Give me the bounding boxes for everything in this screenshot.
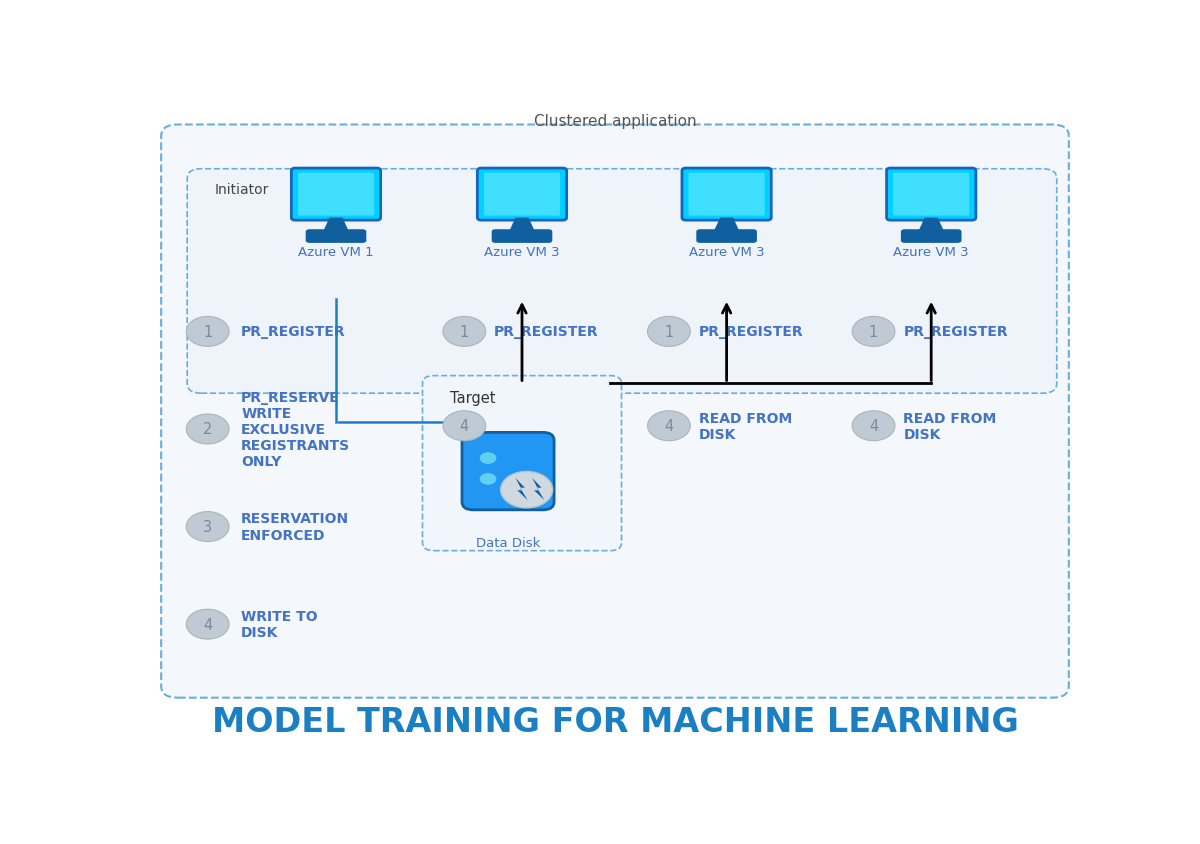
Text: PR_REGISTER: PR_REGISTER bbox=[494, 325, 599, 339]
Polygon shape bbox=[323, 219, 349, 233]
FancyBboxPatch shape bbox=[422, 376, 622, 551]
Polygon shape bbox=[533, 479, 545, 500]
FancyBboxPatch shape bbox=[292, 169, 380, 221]
Text: PR_REGISTER: PR_REGISTER bbox=[904, 325, 1008, 339]
Text: Azure VM 1: Azure VM 1 bbox=[298, 246, 374, 258]
Text: PR_REGISTER: PR_REGISTER bbox=[241, 325, 346, 339]
Text: 1: 1 bbox=[869, 324, 878, 339]
Text: WRITE TO
DISK: WRITE TO DISK bbox=[241, 609, 318, 640]
FancyBboxPatch shape bbox=[462, 433, 554, 511]
Text: PR_RESERVE
WRITE
EXCLUSIVE
REGISTRANTS
ONLY: PR_RESERVE WRITE EXCLUSIVE REGISTRANTS O… bbox=[241, 390, 350, 468]
Circle shape bbox=[443, 317, 486, 347]
FancyBboxPatch shape bbox=[306, 230, 366, 244]
Text: MODEL TRAINING FOR MACHINE LEARNING: MODEL TRAINING FOR MACHINE LEARNING bbox=[211, 706, 1019, 738]
FancyBboxPatch shape bbox=[682, 169, 772, 221]
FancyBboxPatch shape bbox=[887, 169, 976, 221]
Circle shape bbox=[186, 609, 229, 640]
Circle shape bbox=[186, 512, 229, 542]
FancyBboxPatch shape bbox=[696, 230, 757, 244]
FancyBboxPatch shape bbox=[187, 170, 1057, 393]
Text: Azure VM 3: Azure VM 3 bbox=[484, 246, 560, 258]
Circle shape bbox=[186, 414, 229, 445]
FancyBboxPatch shape bbox=[893, 173, 970, 216]
Text: 1: 1 bbox=[460, 324, 469, 339]
Polygon shape bbox=[714, 219, 739, 233]
Text: 4: 4 bbox=[203, 617, 212, 632]
Text: Initiator: Initiator bbox=[215, 182, 270, 197]
FancyBboxPatch shape bbox=[478, 169, 566, 221]
FancyBboxPatch shape bbox=[689, 173, 764, 216]
Text: 1: 1 bbox=[203, 324, 212, 339]
FancyBboxPatch shape bbox=[298, 173, 374, 216]
Circle shape bbox=[480, 452, 497, 464]
Text: Data Disk: Data Disk bbox=[476, 537, 540, 549]
Circle shape bbox=[852, 317, 895, 347]
Polygon shape bbox=[516, 479, 528, 500]
Text: Azure VM 3: Azure VM 3 bbox=[689, 246, 764, 258]
Text: PR_REGISTER: PR_REGISTER bbox=[698, 325, 803, 339]
Circle shape bbox=[443, 411, 486, 441]
Text: 1: 1 bbox=[665, 324, 673, 339]
FancyBboxPatch shape bbox=[901, 230, 961, 244]
Circle shape bbox=[480, 473, 497, 485]
Text: 4: 4 bbox=[460, 419, 469, 434]
Circle shape bbox=[648, 411, 690, 441]
Circle shape bbox=[648, 317, 690, 347]
Text: READ FROM
DISK: READ FROM DISK bbox=[904, 411, 996, 441]
FancyBboxPatch shape bbox=[161, 125, 1069, 698]
Text: 2: 2 bbox=[203, 422, 212, 437]
Circle shape bbox=[186, 317, 229, 347]
Text: 4: 4 bbox=[869, 419, 878, 434]
FancyBboxPatch shape bbox=[492, 230, 552, 244]
Text: Azure VM 3: Azure VM 3 bbox=[893, 246, 970, 258]
Text: READ FROM
DISK: READ FROM DISK bbox=[698, 411, 792, 441]
Polygon shape bbox=[918, 219, 944, 233]
Text: 4: 4 bbox=[665, 419, 673, 434]
Text: READ FROM
DISK: READ FROM DISK bbox=[494, 411, 587, 441]
Circle shape bbox=[500, 472, 553, 508]
Text: 3: 3 bbox=[203, 519, 212, 534]
Text: Clustered application: Clustered application bbox=[534, 114, 696, 129]
FancyBboxPatch shape bbox=[484, 173, 560, 216]
Text: RESERVATION
ENFORCED: RESERVATION ENFORCED bbox=[241, 511, 349, 542]
Polygon shape bbox=[509, 219, 535, 233]
Circle shape bbox=[852, 411, 895, 441]
Text: Target: Target bbox=[450, 391, 496, 405]
